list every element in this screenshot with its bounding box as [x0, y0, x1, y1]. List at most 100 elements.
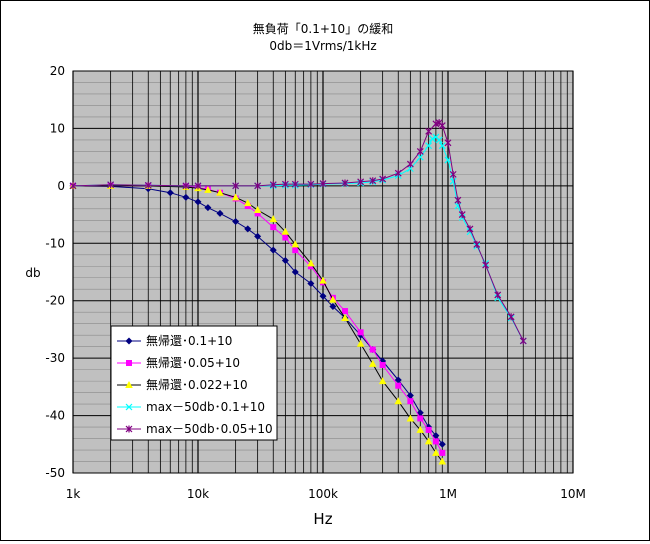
y-tick-label: -50	[45, 466, 65, 480]
data-point	[439, 449, 446, 456]
data-point	[254, 182, 262, 190]
data-point	[269, 215, 278, 223]
data-point	[194, 198, 202, 206]
data-point	[269, 246, 277, 254]
legend: 無帰還･0.1+10 無帰還･0.05+10 無帰還･0.022+10 max－50d…	[110, 325, 278, 441]
data-point	[281, 257, 289, 265]
data-point	[379, 362, 386, 369]
data-point	[307, 279, 315, 287]
data-point	[438, 122, 446, 130]
data-point	[253, 205, 262, 213]
data-point	[166, 189, 174, 197]
x-tick-label: 100k	[308, 487, 338, 501]
data-point	[254, 232, 262, 240]
data-point	[342, 308, 349, 315]
data-point	[341, 313, 349, 321]
data-point	[519, 337, 527, 345]
data-point	[216, 209, 224, 217]
data-point	[425, 142, 433, 150]
y-tick-label: -40	[45, 409, 65, 423]
legend-swatch-marker	[125, 337, 133, 345]
data-point	[254, 210, 261, 217]
data-point	[466, 225, 474, 233]
x-tick-label: 1M	[439, 487, 457, 501]
data-point	[379, 175, 387, 183]
y-tick-label: -30	[45, 351, 65, 365]
chart-subtitle: 0db＝1Vrms/1kHz	[269, 39, 376, 53]
legend-swatch-marker	[125, 403, 133, 411]
data-point	[291, 180, 299, 188]
data-point	[182, 182, 190, 190]
data-point	[291, 240, 300, 248]
x-axis-ticks: 1k 10k 100k 1M 10M	[66, 487, 586, 501]
data-point	[243, 199, 252, 207]
y-axis-label: db	[25, 266, 40, 280]
data-point	[182, 193, 190, 201]
data-point	[232, 217, 240, 225]
legend-label: 無帰還･0.022+10	[146, 377, 248, 392]
data-point	[406, 414, 415, 422]
data-point	[216, 188, 224, 196]
data-point	[204, 204, 212, 212]
data-point	[244, 225, 252, 233]
data-point	[356, 339, 365, 347]
data-point	[107, 181, 115, 189]
y-tick-label: 10	[50, 121, 65, 135]
data-point	[407, 398, 414, 405]
series-3	[69, 181, 447, 465]
data-point	[395, 382, 402, 389]
data-point	[425, 426, 432, 433]
data-point	[425, 127, 433, 135]
legend-swatch-marker	[126, 360, 132, 366]
x-tick-label: 1k	[66, 487, 81, 501]
data-point	[494, 291, 502, 299]
data-point	[319, 180, 327, 188]
data-point	[291, 268, 299, 276]
legend-box	[110, 325, 278, 441]
data-point	[438, 440, 446, 448]
data-point	[368, 359, 377, 367]
legend-swatch-marker	[125, 381, 133, 388]
data-point	[144, 181, 152, 189]
data-point	[394, 397, 403, 405]
data-point	[416, 425, 425, 433]
data-point	[394, 169, 402, 177]
data-point	[416, 153, 424, 161]
legend-swatch-marker	[125, 425, 133, 433]
data-point	[473, 240, 481, 248]
data-point	[438, 142, 446, 150]
data-point	[194, 182, 202, 190]
data-point	[329, 295, 337, 303]
data-point	[319, 292, 327, 300]
data-point	[369, 177, 377, 185]
data-point	[507, 313, 515, 321]
data-point	[319, 276, 327, 284]
data-point	[435, 136, 443, 144]
data-point	[281, 180, 289, 188]
data-point	[357, 329, 364, 336]
y-tick-label: 0	[57, 179, 65, 193]
data-point	[432, 448, 440, 456]
chart-title: 無負荷「0.1+10」の緩和	[253, 21, 393, 36]
data-point	[482, 261, 490, 269]
data-point	[307, 259, 315, 267]
data-point	[424, 437, 433, 445]
data-point	[232, 182, 240, 190]
legend-label: max－50db･0.05+10	[146, 422, 273, 436]
x-tick-label: 10M	[560, 487, 586, 501]
data-point	[444, 139, 452, 147]
data-point	[282, 234, 289, 241]
data-point	[292, 247, 299, 254]
data-point	[369, 346, 376, 353]
x-tick-label: 10k	[187, 487, 209, 501]
data-point	[204, 185, 212, 193]
data-point	[307, 180, 315, 188]
legend-label: 無帰還･0.1+10	[146, 333, 232, 348]
y-tick-label: 20	[50, 64, 65, 78]
x-axis-label: Hz	[313, 510, 332, 528]
data-point	[417, 415, 424, 422]
data-point	[406, 160, 414, 168]
data-point	[270, 224, 277, 231]
